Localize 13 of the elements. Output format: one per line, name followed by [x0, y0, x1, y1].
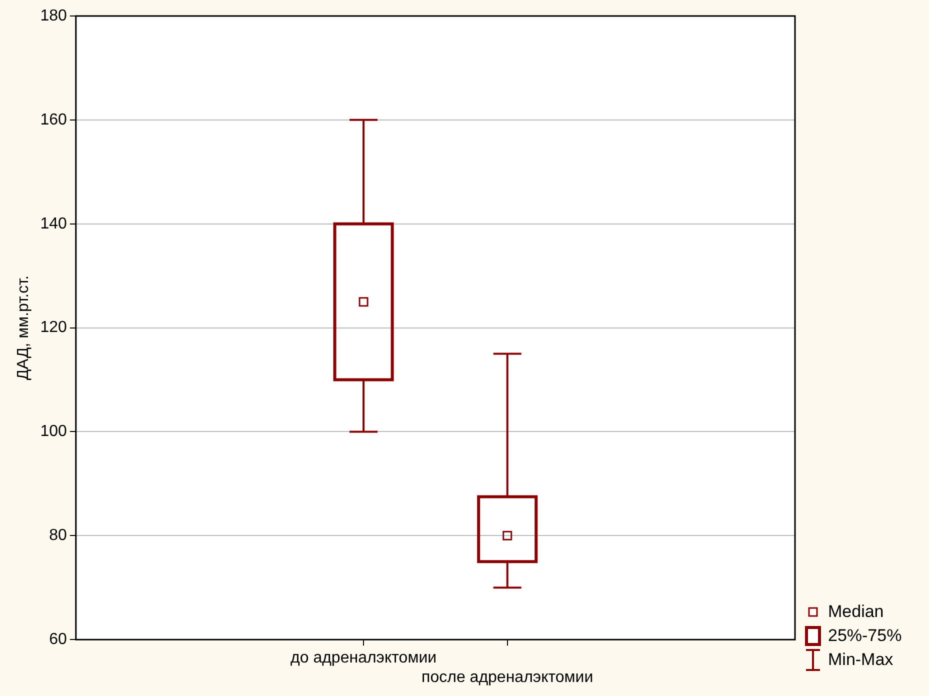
- text: Min-Max: [828, 650, 894, 670]
- x-tick-label: после адреналэктомии: [422, 668, 594, 686]
- y-tick-label: 120: [40, 319, 67, 336]
- y-tick-label: 160: [40, 111, 67, 128]
- y-tick-label: 180: [40, 7, 67, 24]
- text: Median: [828, 602, 884, 622]
- text: 25%-75%: [828, 626, 902, 646]
- x-tick-label: до адреналэктомии: [290, 650, 437, 667]
- y-tick-label: 100: [40, 423, 67, 440]
- y-tick-label: 60: [49, 631, 67, 648]
- y-tick-label: 80: [49, 527, 67, 544]
- y-tick-label: 140: [40, 215, 67, 232]
- y-axis-title: ДАД, мм.рт.ст.: [15, 275, 32, 380]
